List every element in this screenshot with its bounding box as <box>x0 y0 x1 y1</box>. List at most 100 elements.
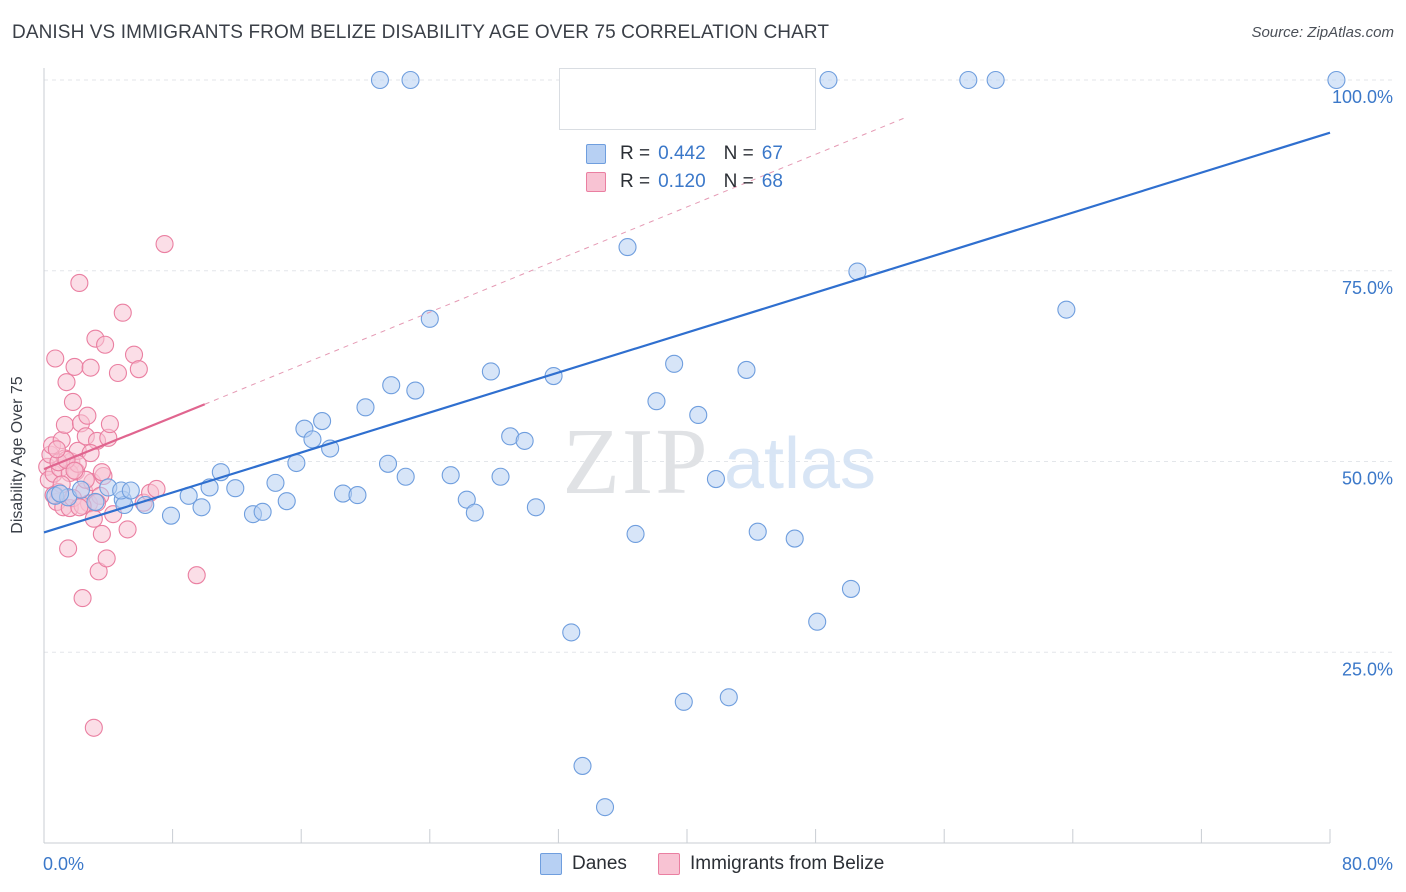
legend-row-danes: R = 0.442 N = 67 <box>586 141 783 167</box>
source-credit: Source: ZipAtlas.com <box>1251 24 1394 41</box>
belize-point <box>57 373 76 392</box>
belize-point <box>113 303 132 322</box>
danes-point <box>986 70 1005 90</box>
legend-label-danes: Danes <box>572 853 627 874</box>
trendlines <box>43 117 1331 534</box>
legend-swatch-belize <box>586 172 606 192</box>
danes-point <box>665 354 684 373</box>
tick-labels: 25.0% 50.0% 75.0% 100.0% 0.0% 80.0% <box>43 87 1393 874</box>
danes-point <box>348 486 367 505</box>
n-label: N = <box>723 171 754 192</box>
danes-point <box>121 481 140 500</box>
y-tick-label: 100.0% <box>1332 87 1393 107</box>
danes-point <box>515 431 534 450</box>
danes-point <box>71 480 91 499</box>
belize-point <box>70 273 89 293</box>
danes-point <box>491 467 510 486</box>
danes-point <box>396 467 415 486</box>
belize-point <box>92 524 111 544</box>
legend-swatch-danes <box>586 144 606 164</box>
danes-point <box>626 524 645 544</box>
legend-item-belize[interactable]: Immigrants from Belize <box>658 852 884 876</box>
danes-point <box>401 70 420 90</box>
belize-point <box>63 392 82 412</box>
belize-point <box>100 415 119 434</box>
n-value-belize: 68 <box>761 171 783 192</box>
danes-point <box>457 490 476 509</box>
belize-point <box>47 440 66 459</box>
danes-point <box>573 756 592 775</box>
danes-point <box>959 70 978 90</box>
danes-point <box>287 453 306 473</box>
legend-label-belize: Immigrants from Belize <box>690 853 885 874</box>
danes-point <box>808 612 827 631</box>
chart-title: DANISH VS IMMIGRANTS FROM BELIZE DISABIL… <box>12 22 830 43</box>
danes-point <box>277 492 296 511</box>
belize-point <box>155 234 174 254</box>
danes-point <box>647 392 666 411</box>
danes-point <box>674 692 693 711</box>
belize-point <box>129 360 148 379</box>
danes-trendline <box>43 131 1331 534</box>
r-value-danes: 0.442 <box>658 143 706 164</box>
y-tick-label: 25.0% <box>1342 659 1393 679</box>
belize-point <box>108 363 127 383</box>
belize-point <box>84 718 103 737</box>
belize-point <box>59 539 78 558</box>
y-axis-title: Disability Age Over 75 <box>9 376 26 534</box>
belize-point <box>187 566 206 585</box>
danes-point <box>303 430 322 449</box>
belize-point <box>65 461 84 480</box>
danes-point <box>266 473 285 492</box>
belize-trendline <box>43 403 206 471</box>
n-label: N = <box>723 143 754 164</box>
y-tick-label: 75.0% <box>1342 278 1393 298</box>
y-tick-label: 50.0% <box>1342 469 1393 489</box>
danes-point <box>465 503 484 522</box>
x-tick-label: 0.0% <box>43 854 84 874</box>
watermark-atlas: atlas <box>724 424 876 504</box>
belize-point <box>78 406 97 425</box>
danes-point <box>192 498 211 517</box>
r-label: R = <box>620 171 651 192</box>
belize-point <box>65 357 84 376</box>
danes-point <box>562 623 581 642</box>
danes-point <box>253 502 272 521</box>
belize-point <box>81 358 100 377</box>
danes-point <box>161 506 181 525</box>
danes-point <box>382 376 401 395</box>
legend-swatch-danes <box>540 853 562 875</box>
watermark: ZIP atlas <box>563 410 877 514</box>
legend-swatch-belize <box>658 853 680 875</box>
belize-point <box>96 335 115 354</box>
danes-point <box>406 381 425 400</box>
belize-point <box>92 463 111 482</box>
danes-point <box>618 238 637 257</box>
danes-point <box>86 492 105 511</box>
danes-point <box>370 70 390 90</box>
danes-point <box>378 454 398 473</box>
n-value-danes: 67 <box>761 143 783 164</box>
belize-point <box>55 415 74 434</box>
belize-point <box>89 562 108 581</box>
danes-point <box>481 362 500 381</box>
belize-point <box>73 589 92 608</box>
danes-point <box>737 360 756 379</box>
stats-legend: R = 0.442 N = 67 R = 0.120 N = 68 <box>559 68 816 192</box>
danes-point <box>356 398 375 417</box>
belize-point <box>97 549 116 568</box>
r-label: R = <box>620 143 651 164</box>
danes-point <box>51 484 70 503</box>
danes-point <box>526 498 545 517</box>
danes-point <box>1327 70 1346 90</box>
danes-point <box>595 798 615 817</box>
belize-trend-extension <box>204 117 905 405</box>
danes-point <box>706 469 725 489</box>
danes-point <box>819 70 838 90</box>
danes-point <box>719 688 738 707</box>
legend-item-danes[interactable]: Danes <box>540 852 627 876</box>
danes-points <box>46 70 1346 817</box>
r-value-belize: 0.120 <box>658 171 706 192</box>
danes-point <box>785 529 804 548</box>
